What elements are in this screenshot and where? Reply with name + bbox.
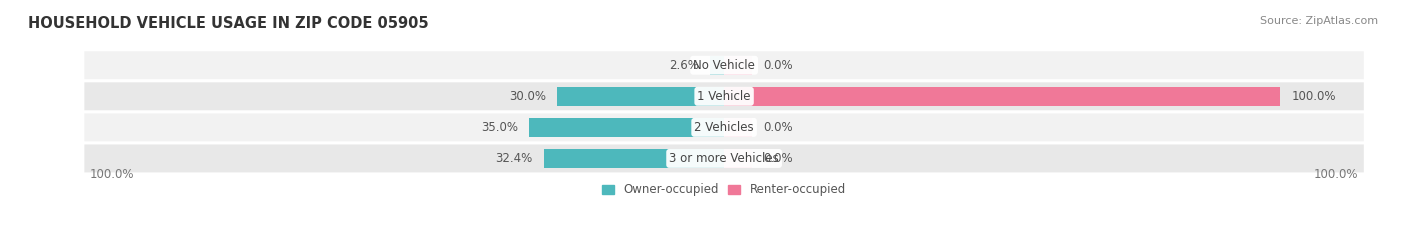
Bar — [724, 118, 752, 137]
Text: 3 or more Vehicles: 3 or more Vehicles — [669, 152, 779, 165]
FancyBboxPatch shape — [84, 113, 1364, 141]
Bar — [544, 149, 724, 168]
FancyBboxPatch shape — [84, 144, 1364, 172]
Text: 0.0%: 0.0% — [763, 121, 793, 134]
Bar — [724, 56, 752, 75]
Text: 0.0%: 0.0% — [763, 152, 793, 165]
Text: 30.0%: 30.0% — [509, 90, 546, 103]
Text: 0.0%: 0.0% — [763, 59, 793, 72]
Text: 35.0%: 35.0% — [481, 121, 519, 134]
Text: No Vehicle: No Vehicle — [693, 59, 755, 72]
Text: 100.0%: 100.0% — [90, 168, 135, 181]
Text: HOUSEHOLD VEHICLE USAGE IN ZIP CODE 05905: HOUSEHOLD VEHICLE USAGE IN ZIP CODE 0590… — [28, 16, 429, 31]
Bar — [530, 118, 724, 137]
FancyBboxPatch shape — [84, 51, 1364, 79]
Text: 32.4%: 32.4% — [495, 152, 533, 165]
Text: 1 Vehicle: 1 Vehicle — [697, 90, 751, 103]
FancyBboxPatch shape — [84, 82, 1364, 110]
Text: 2 Vehicles: 2 Vehicles — [695, 121, 754, 134]
Bar — [724, 87, 1281, 106]
Text: 2.6%: 2.6% — [669, 59, 699, 72]
Text: 100.0%: 100.0% — [1313, 168, 1358, 181]
Text: 100.0%: 100.0% — [1292, 90, 1336, 103]
Legend: Owner-occupied, Renter-occupied: Owner-occupied, Renter-occupied — [598, 178, 851, 201]
Text: Source: ZipAtlas.com: Source: ZipAtlas.com — [1260, 16, 1378, 26]
Bar — [557, 87, 724, 106]
Bar — [710, 56, 724, 75]
Bar — [724, 149, 752, 168]
